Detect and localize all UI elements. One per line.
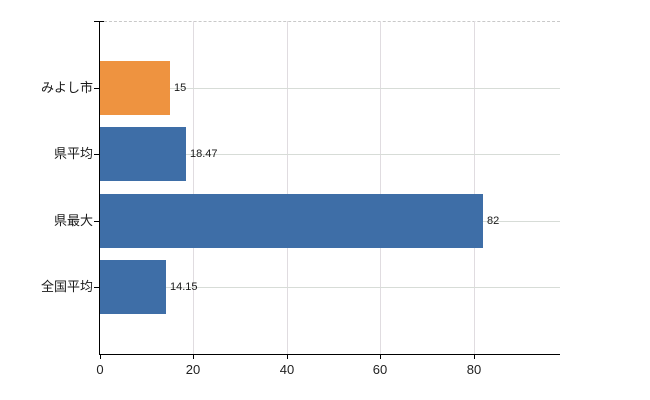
gridline-h [99,287,560,288]
x-tick-label: 80 [466,362,482,377]
plot-top-border [104,21,560,22]
x-tick-label: 40 [279,362,295,377]
x-tick-label: 60 [372,362,388,377]
gridline-v [474,21,475,354]
y-tick-mark [94,287,100,288]
gridline-h [99,88,560,89]
x-axis-line [99,354,560,355]
y-tick-mark [94,221,100,222]
bar-2 [100,127,186,181]
x-tick-mark [380,354,381,359]
x-tick-mark [193,354,194,359]
bar-4 [100,260,166,314]
gridline-v [287,21,288,354]
bar-1 [100,61,170,115]
category-label: みよし市 [40,80,93,95]
gridline-h [99,154,560,155]
bar-value-label: 14.15 [170,281,198,293]
y-tick-mark [94,154,100,155]
x-tick-mark [287,354,288,359]
y-axis-top-tick [94,21,104,22]
x-tick-mark [474,354,475,359]
x-tick-label: 20 [185,362,201,377]
category-label: 全国平均 [40,279,93,294]
y-axis-line [99,21,100,355]
x-tick-label: 0 [96,362,104,377]
bar-value-label: 18.47 [190,148,218,160]
y-tick-mark [94,88,100,89]
category-label: 県最大 [53,213,93,228]
category-label: 県平均 [53,146,93,161]
bar-value-label: 82 [487,215,500,227]
gridline-v [380,21,381,354]
bar-3 [100,194,483,248]
bar-value-label: 15 [174,82,187,94]
x-tick-mark [100,354,101,359]
gridline-v [193,21,194,354]
